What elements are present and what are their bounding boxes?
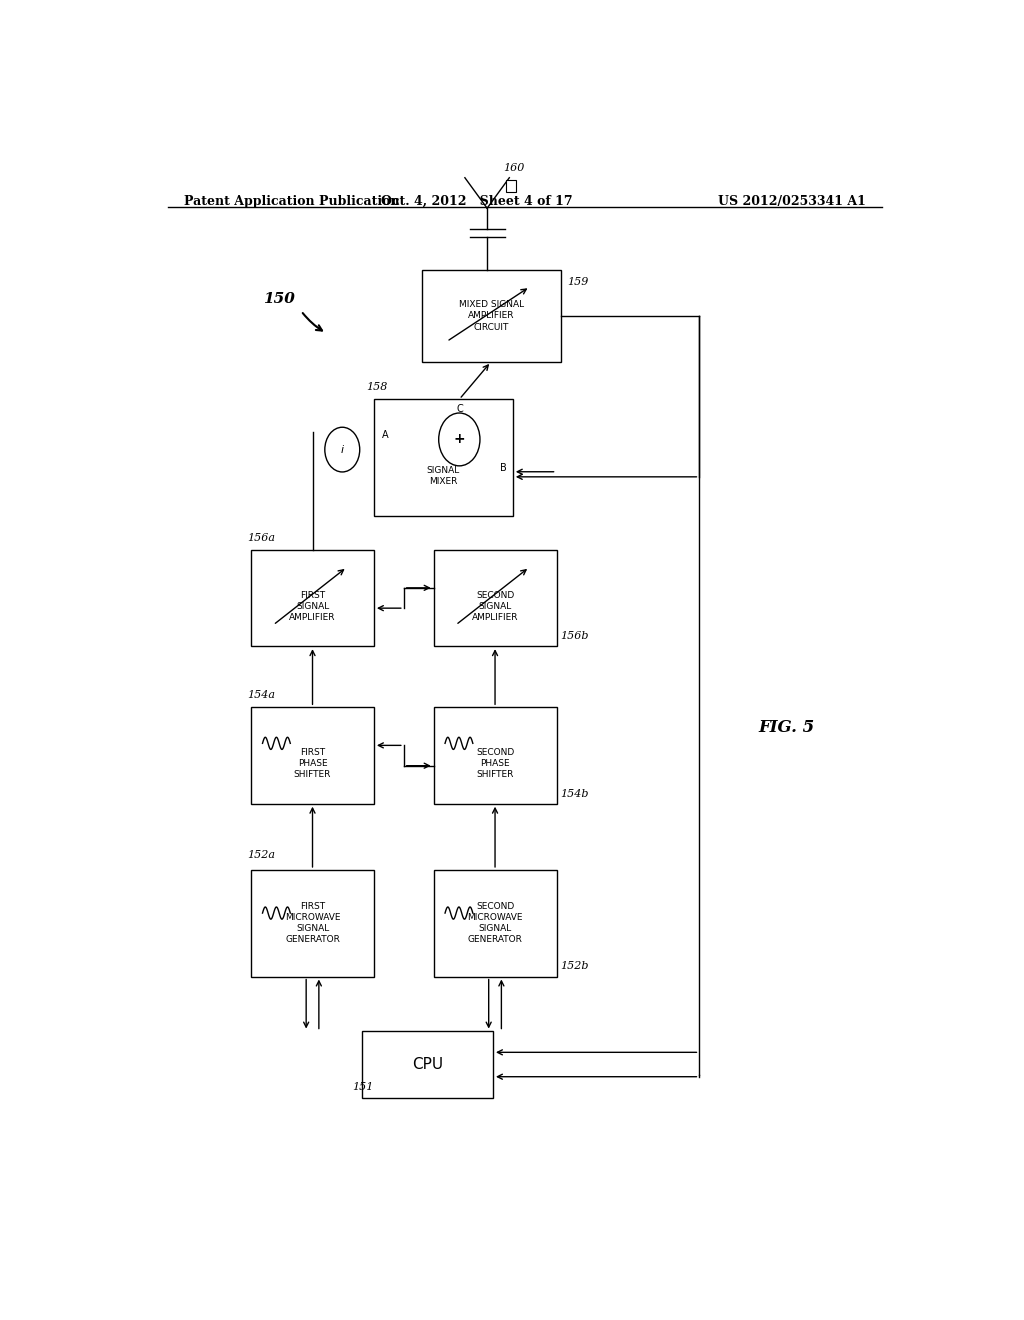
Text: 154b: 154b [560, 788, 589, 799]
FancyBboxPatch shape [251, 708, 374, 804]
Text: SIGNAL
MIXER: SIGNAL MIXER [427, 466, 460, 486]
Text: 151: 151 [352, 1082, 374, 1093]
Text: A: A [382, 430, 388, 441]
Text: 158: 158 [367, 381, 387, 392]
Text: i: i [341, 445, 344, 454]
Text: CPU: CPU [412, 1057, 443, 1072]
Text: 152a: 152a [247, 850, 275, 859]
Text: MIXED SIGNAL
AMPLIFIER
CIRCUIT: MIXED SIGNAL AMPLIFIER CIRCUIT [459, 301, 523, 331]
FancyBboxPatch shape [433, 549, 557, 647]
FancyBboxPatch shape [374, 399, 513, 516]
Text: Patent Application Publication: Patent Application Publication [183, 195, 399, 209]
FancyBboxPatch shape [433, 870, 557, 977]
FancyBboxPatch shape [251, 549, 374, 647]
Text: 160: 160 [503, 162, 524, 173]
Text: SECOND
PHASE
SHIFTER: SECOND PHASE SHIFTER [476, 748, 514, 779]
Text: 152b: 152b [560, 961, 589, 972]
Text: 156b: 156b [560, 631, 589, 642]
Text: 154a: 154a [247, 690, 275, 700]
Text: 156a: 156a [247, 532, 275, 543]
Text: SECOND
MICROWAVE
SIGNAL
GENERATOR: SECOND MICROWAVE SIGNAL GENERATOR [467, 902, 523, 944]
FancyBboxPatch shape [433, 708, 557, 804]
FancyBboxPatch shape [251, 870, 374, 977]
Text: 159: 159 [567, 277, 588, 288]
Text: SECOND
SIGNAL
AMPLIFIER: SECOND SIGNAL AMPLIFIER [472, 590, 518, 622]
Text: B: B [500, 463, 507, 473]
Text: 150: 150 [263, 292, 295, 306]
FancyBboxPatch shape [422, 271, 560, 362]
Text: FIRST
PHASE
SHIFTER: FIRST PHASE SHIFTER [294, 748, 331, 779]
Text: FIRST
MICROWAVE
SIGNAL
GENERATOR: FIRST MICROWAVE SIGNAL GENERATOR [285, 902, 340, 944]
FancyBboxPatch shape [362, 1031, 494, 1097]
FancyBboxPatch shape [506, 180, 516, 191]
Text: Oct. 4, 2012   Sheet 4 of 17: Oct. 4, 2012 Sheet 4 of 17 [381, 195, 573, 209]
Text: US 2012/0253341 A1: US 2012/0253341 A1 [718, 195, 866, 209]
Text: FIG. 5: FIG. 5 [759, 719, 815, 737]
Text: FIRST
SIGNAL
AMPLIFIER: FIRST SIGNAL AMPLIFIER [289, 590, 336, 622]
Text: C: C [457, 404, 464, 414]
Text: +: + [454, 433, 465, 446]
